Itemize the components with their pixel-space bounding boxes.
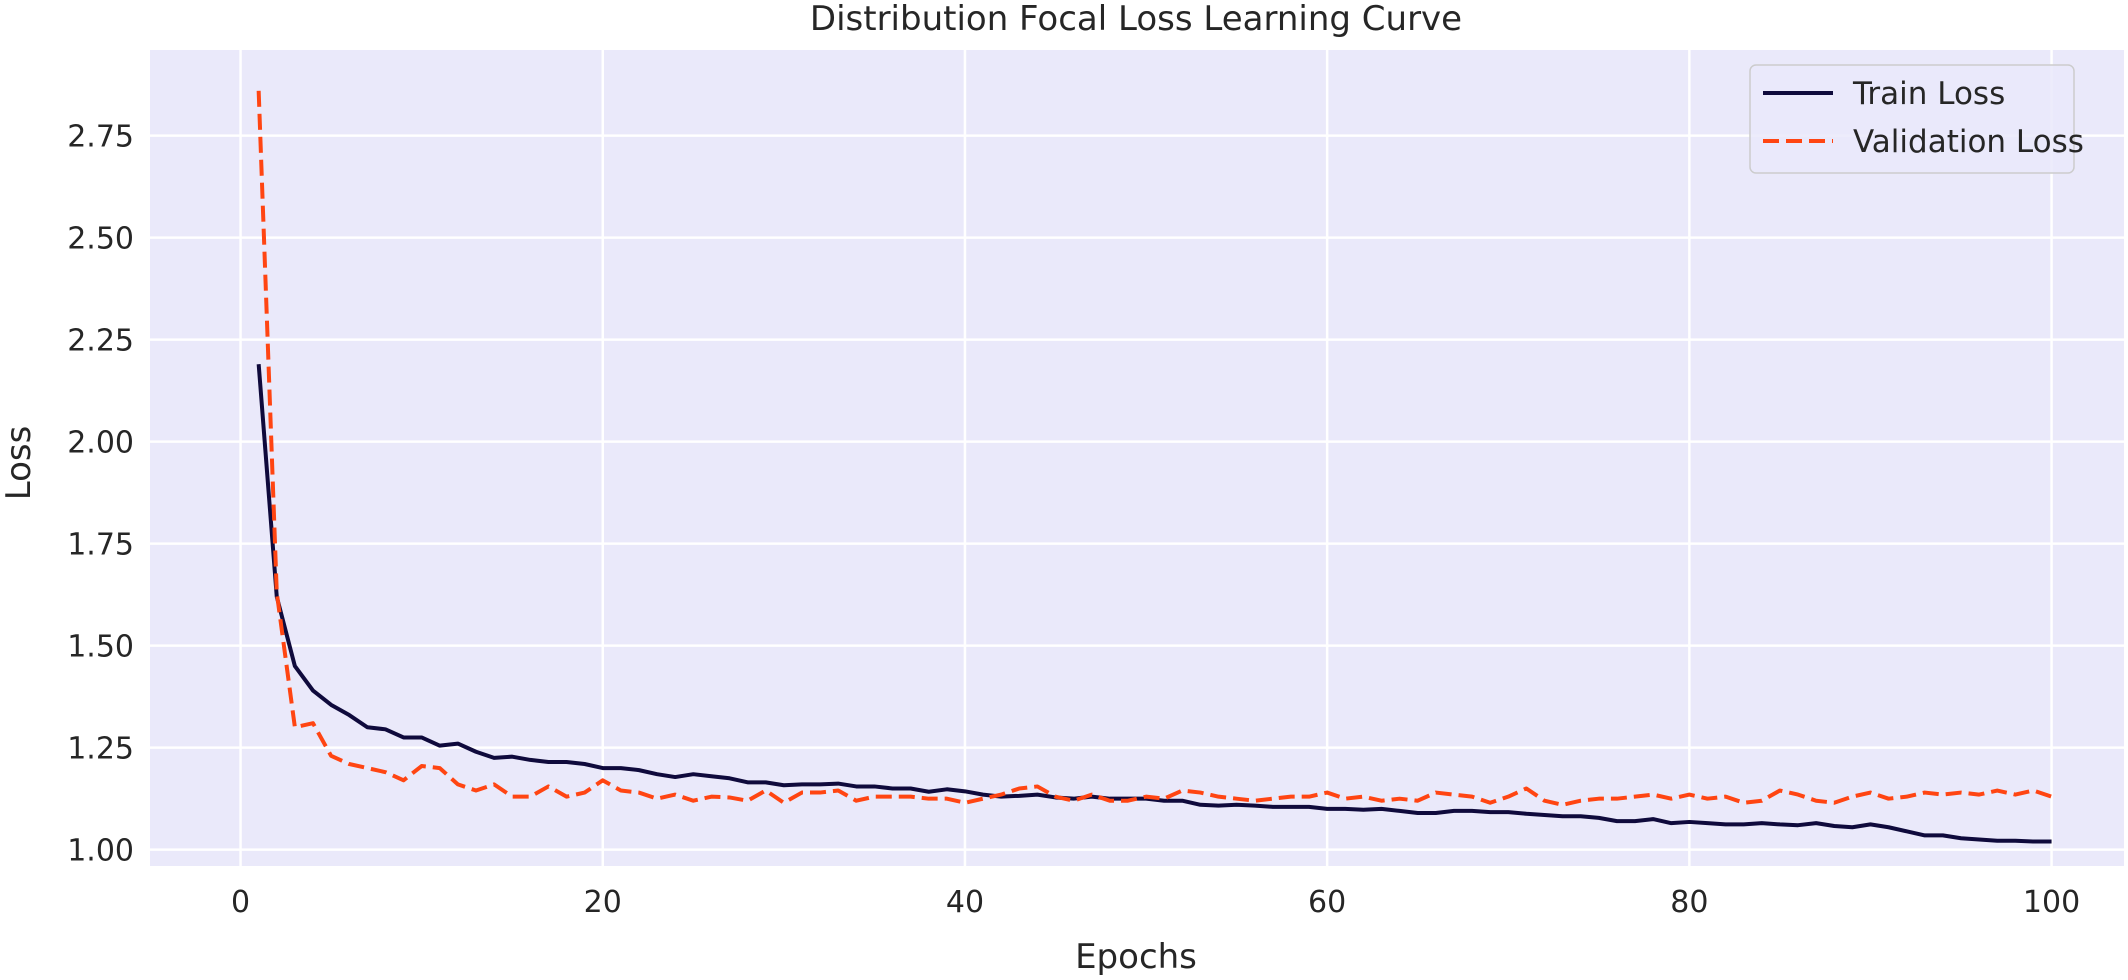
y-tick-label: 2.00 — [67, 426, 134, 461]
grid — [150, 50, 2124, 866]
train-loss-line — [256, 364, 2052, 844]
x-tick-label: 80 — [1670, 885, 1708, 920]
y-tick-label: 1.25 — [67, 732, 134, 767]
x-tick-label: 0 — [231, 885, 250, 920]
x-axis-label: Epochs — [1075, 937, 1197, 977]
chart-title: Distribution Focal Loss Learning Curve — [810, 0, 1462, 39]
y-tick-label: 1.75 — [67, 528, 134, 563]
x-tick-label: 20 — [584, 885, 622, 920]
y-tick-label: 2.75 — [67, 120, 134, 155]
x-tick-label: 60 — [1308, 885, 1346, 920]
tick-labels: 0 20 40 60 80 100 1.00 1.25 1.50 1.75 2.00 2.25 2.50… — [67, 120, 2080, 920]
y-tick-label: 1.00 — [67, 834, 134, 869]
legend-label-train: Train Loss — [1852, 76, 2005, 112]
x-tick-label: 40 — [946, 885, 984, 920]
x-tick-label: 100 — [2023, 885, 2080, 920]
y-tick-label: 2.25 — [67, 324, 134, 359]
series-layer — [256, 90, 2053, 844]
plot-area — [150, 50, 2124, 866]
y-tick-label: 1.50 — [67, 630, 134, 665]
y-tick-label: 2.50 — [67, 222, 134, 257]
legend-label-validation: Validation Loss — [1853, 124, 2084, 160]
y-axis-label: Loss — [0, 426, 39, 501]
legend: Train Loss Validation Loss — [1749, 64, 2084, 174]
validation-loss-line — [256, 90, 2053, 807]
